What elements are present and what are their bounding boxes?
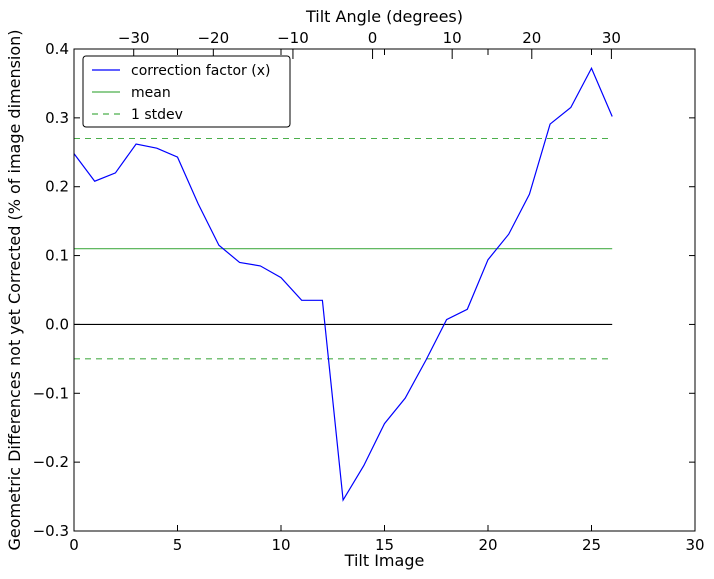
top-axis-label: Tilt Angle (degrees) <box>305 7 463 26</box>
top-tick-label: −10 <box>277 29 309 47</box>
y-tick-label: 0.4 <box>45 40 69 58</box>
y-tick-label: 0.0 <box>45 315 69 333</box>
x-axis-label: Tilt Image <box>344 551 425 570</box>
x-tick-label: 30 <box>685 536 704 554</box>
series-correction-factor <box>73 66 613 502</box>
legend-box <box>82 55 291 128</box>
x-tick-label: 0 <box>69 536 79 554</box>
top-tick-label: −20 <box>197 29 229 47</box>
top-tick-label: 20 <box>522 29 541 47</box>
plot-lines <box>73 66 613 502</box>
y-tick-label: −0.1 <box>33 384 69 402</box>
y-tick-label: −0.3 <box>33 522 69 540</box>
x-tick-label: 10 <box>271 536 290 554</box>
top-tick-label: −30 <box>118 29 150 47</box>
top-tick-label: 10 <box>443 29 462 47</box>
x-tick-label: 25 <box>582 536 601 554</box>
y-tick-label: 0.2 <box>45 178 69 196</box>
x-tick-label: 20 <box>478 536 497 554</box>
legend: correction factor (x) mean 1 stdev <box>82 55 291 128</box>
legend-label-correction-factor: correction factor (x) <box>131 63 270 79</box>
top-tick-label: 30 <box>602 29 621 47</box>
y-tick-label: −0.2 <box>33 453 69 471</box>
y-tick-label: 0.1 <box>45 247 69 265</box>
axis-ticks <box>73 48 696 532</box>
x-tick-label: 15 <box>375 536 394 554</box>
y-tick-label: 0.3 <box>45 109 69 127</box>
legend-label-mean: mean <box>131 85 171 101</box>
top-tick-label: 0 <box>368 29 378 47</box>
axis-tick-labels: 0 5 10 15 20 25 30 −0.3 −0.2 −0.1 0.0 0.1 0.2 0.3 0.4 −… <box>33 29 705 554</box>
y-axis-label: Geometric Differences not yet Corrected … <box>5 29 24 550</box>
legend-label-stdev: 1 stdev <box>131 107 183 123</box>
x-tick-label: 5 <box>173 536 183 554</box>
